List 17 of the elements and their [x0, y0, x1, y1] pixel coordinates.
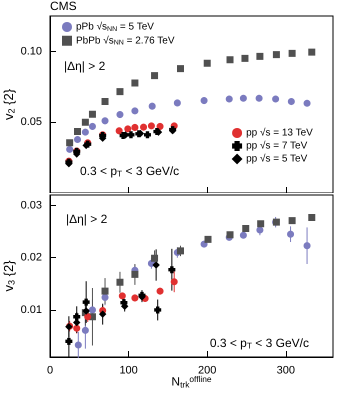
legend-label: pp √s = 5 TeV — [246, 154, 308, 164]
y-tick-label: 0.10 — [20, 45, 42, 58]
x-tick-label: 100 — [119, 364, 138, 376]
y-tick-label: 0.05 — [20, 116, 42, 128]
y-axis-title: v3 {2} — [0, 260, 16, 292]
y-axis-title: v2 {2} — [0, 88, 16, 120]
legend-label: pp √s = 7 TeV — [246, 140, 308, 152]
y-tick-label: 0.02 — [20, 252, 42, 264]
x-tick-label: 200 — [198, 364, 216, 376]
y-tick-label: 0.01 — [20, 304, 42, 316]
chart-title: CMS — [50, 0, 77, 13]
annotation: |Δη| > 2 — [66, 212, 108, 226]
legend-label: pp √s = 13 TeV — [246, 128, 314, 138]
y-tick-label: 0.03 — [20, 199, 42, 212]
annotation: |Δη| > 2 — [64, 59, 106, 73]
x-tick-label: 0 — [46, 364, 54, 376]
x-tick-label: 300 — [276, 364, 296, 376]
